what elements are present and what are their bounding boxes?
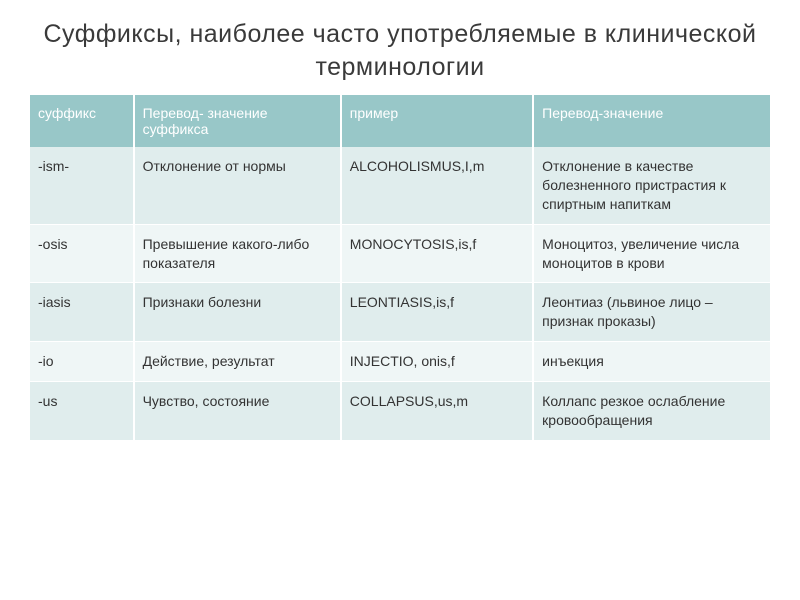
- cell-example: INJECTIO, onis,f: [341, 342, 533, 382]
- header-example: пример: [341, 95, 533, 147]
- cell-translation: Моноцитоз, увеличение числа моноцитов в …: [533, 224, 770, 283]
- cell-meaning: Отклонение от нормы: [134, 147, 341, 224]
- slide-container: Суффиксы, наиболее часто употребляемые в…: [0, 0, 800, 600]
- cell-translation: Отклонение в качестве болезненного прист…: [533, 147, 770, 224]
- cell-suffix: -iasis: [30, 283, 134, 342]
- header-suffix: суффикс: [30, 95, 134, 147]
- cell-meaning: Действие, результат: [134, 342, 341, 382]
- cell-translation: Коллапс резкое ослабление кровообращения: [533, 382, 770, 441]
- table-row: -io Действие, результат INJECTIO, onis,f…: [30, 342, 770, 382]
- cell-meaning: Признаки болезни: [134, 283, 341, 342]
- header-translation: Перевод-значение: [533, 95, 770, 147]
- cell-example: ALCOHOLISMUS,I,m: [341, 147, 533, 224]
- table-row: -iasis Признаки болезни LEONTIASIS,is,f …: [30, 283, 770, 342]
- suffix-table: суффикс Перевод- значение суффикса приме…: [30, 95, 770, 441]
- header-meaning: Перевод- значение суффикса: [134, 95, 341, 147]
- slide-title: Суффиксы, наиболее часто употребляемые в…: [30, 18, 770, 83]
- table-row: -osis Превышение какого-либо показателя …: [30, 224, 770, 283]
- cell-example: MONOCYTOSIS,is,f: [341, 224, 533, 283]
- cell-suffix: -ism-: [30, 147, 134, 224]
- cell-suffix: -io: [30, 342, 134, 382]
- cell-translation: Леонтиаз (львиное лицо – признак проказы…: [533, 283, 770, 342]
- table-row: -us Чувство, состояние COLLAPSUS,us,m Ко…: [30, 382, 770, 441]
- cell-example: LEONTIASIS,is,f: [341, 283, 533, 342]
- cell-meaning: Превышение какого-либо показателя: [134, 224, 341, 283]
- cell-translation: инъекция: [533, 342, 770, 382]
- table-header-row: суффикс Перевод- значение суффикса приме…: [30, 95, 770, 147]
- cell-suffix: -osis: [30, 224, 134, 283]
- cell-example: COLLAPSUS,us,m: [341, 382, 533, 441]
- cell-suffix: -us: [30, 382, 134, 441]
- table-row: -ism- Отклонение от нормы ALCOHOLISMUS,I…: [30, 147, 770, 224]
- cell-meaning: Чувство, состояние: [134, 382, 341, 441]
